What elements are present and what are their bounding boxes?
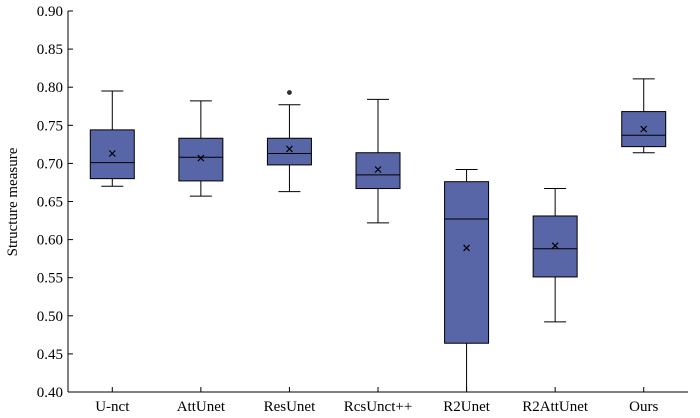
y-tick-label: 0.90 [37,4,63,20]
y-tick-label: 0.50 [37,309,63,325]
y-tick-label: 0.65 [37,195,63,211]
outlier-point [287,90,292,95]
mean-marker [463,244,470,252]
mean-marker [551,242,559,250]
x-tick-label: ResUnet [264,399,316,415]
mean-marker [108,150,116,157]
y-tick-label: 0.70 [37,156,63,172]
x-tick-label: Ours [629,399,658,415]
y-tick-label: 0.80 [37,80,63,96]
iqr-box [355,152,401,190]
iqr-box [266,137,312,166]
mean-marker [197,154,205,162]
iqr-box [444,181,490,344]
y-tick-label: 0.45 [37,347,63,363]
x-tick-label: R2Unet [443,399,490,415]
x-tick-label: RcsUnct++ [344,399,413,415]
y-tick-label: 0.40 [37,385,63,401]
y-tick-label: 0.75 [37,118,63,134]
iqr-box [178,137,224,182]
mean-marker [286,145,293,153]
mean-marker [640,125,648,133]
y-tick-label: 0.55 [37,271,63,287]
mean-marker [374,166,382,173]
y-axis-title: Structure measure [5,147,21,256]
x-tick-label: U-nct [95,399,130,415]
x-tick-label: R2AttUnet [522,399,589,415]
y-tick-label: 0.60 [37,233,63,249]
x-tick-label: AttUnet [177,399,226,415]
y-tick-label: 0.85 [37,42,63,58]
